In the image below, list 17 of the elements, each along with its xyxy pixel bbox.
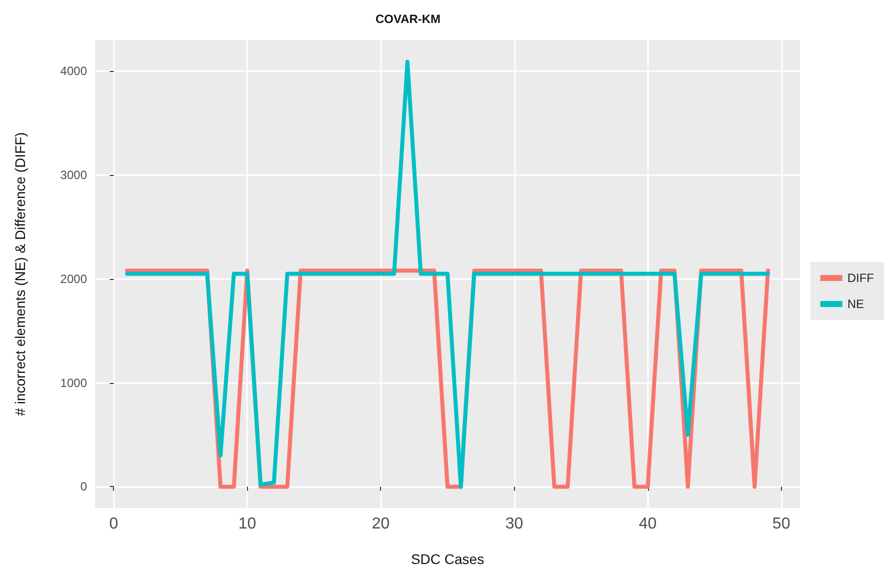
- x-tick-label: 30: [505, 516, 524, 532]
- y-tick-label: 2000: [60, 272, 88, 286]
- legend-label: DIFF: [847, 271, 874, 285]
- x-tick-label: 10: [238, 516, 256, 532]
- legend-label: NE: [847, 297, 864, 311]
- line-series: [125, 60, 770, 489]
- y-tick-label: 1000: [60, 376, 88, 390]
- y-axis-title: # incorrect elements (NE) & Difference (DIFF): [12, 132, 28, 416]
- x-tick-label: 20: [372, 516, 390, 532]
- y-tick-label: 4000: [60, 64, 88, 78]
- x-axis-title: SDC Cases: [410, 551, 484, 567]
- x-tick-label: 50: [772, 516, 790, 532]
- x-tick-label: 0: [109, 516, 118, 532]
- y-tick-label: 0: [80, 480, 88, 494]
- chart-title: COVAR-KM: [375, 12, 441, 26]
- x-tick-label: 40: [638, 516, 657, 532]
- y-tick-label: 3000: [60, 168, 88, 182]
